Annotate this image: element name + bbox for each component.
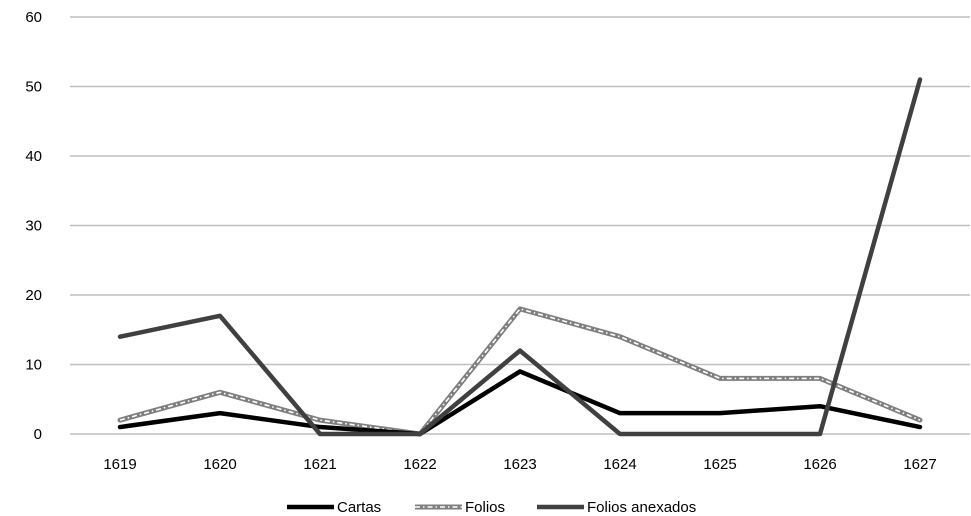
legend-item: Cartas [287, 499, 381, 516]
series-folios-anexados [117, 77, 923, 437]
x-tick-label: 1621 [303, 456, 336, 473]
y-tick-label: 60 [25, 9, 42, 26]
series-line [117, 369, 923, 437]
x-tick-label: 1627 [903, 456, 936, 473]
x-tick-label: 1620 [203, 456, 236, 473]
gridlines [70, 16, 970, 435]
x-tick-label: 1626 [803, 456, 836, 473]
x-tick-label: 1623 [503, 456, 536, 473]
legend-label: Folios anexados [587, 499, 696, 516]
y-axis-tick-labels: 0 10 20 30 40 50 60 [25, 9, 42, 443]
legend-label: Cartas [337, 499, 381, 516]
legend: Cartas Folios Folios anexados [287, 499, 696, 516]
y-tick-label: 20 [25, 287, 42, 304]
series-line [117, 77, 923, 437]
y-tick-label: 0 [34, 426, 42, 443]
x-tick-label: 1622 [403, 456, 436, 473]
y-tick-label: 10 [25, 357, 42, 374]
x-tick-label: 1624 [603, 456, 636, 473]
x-tick-label: 1625 [703, 456, 736, 473]
x-tick-label: 1619 [103, 456, 136, 473]
y-tick-label: 40 [25, 148, 42, 165]
legend-item: Folios anexados [537, 499, 696, 516]
series-line-pattern [119, 307, 921, 435]
y-tick-label: 30 [25, 218, 42, 235]
series-folios [117, 306, 923, 437]
series-cartas [117, 369, 923, 437]
legend-label: Folios [465, 499, 505, 516]
legend-item: Folios [415, 499, 505, 516]
series-lines [117, 77, 923, 437]
y-tick-label: 50 [25, 79, 42, 96]
x-axis-tick-labels: 1619 1620 1621 1622 1623 1624 1625 1626 1627 [103, 456, 936, 473]
